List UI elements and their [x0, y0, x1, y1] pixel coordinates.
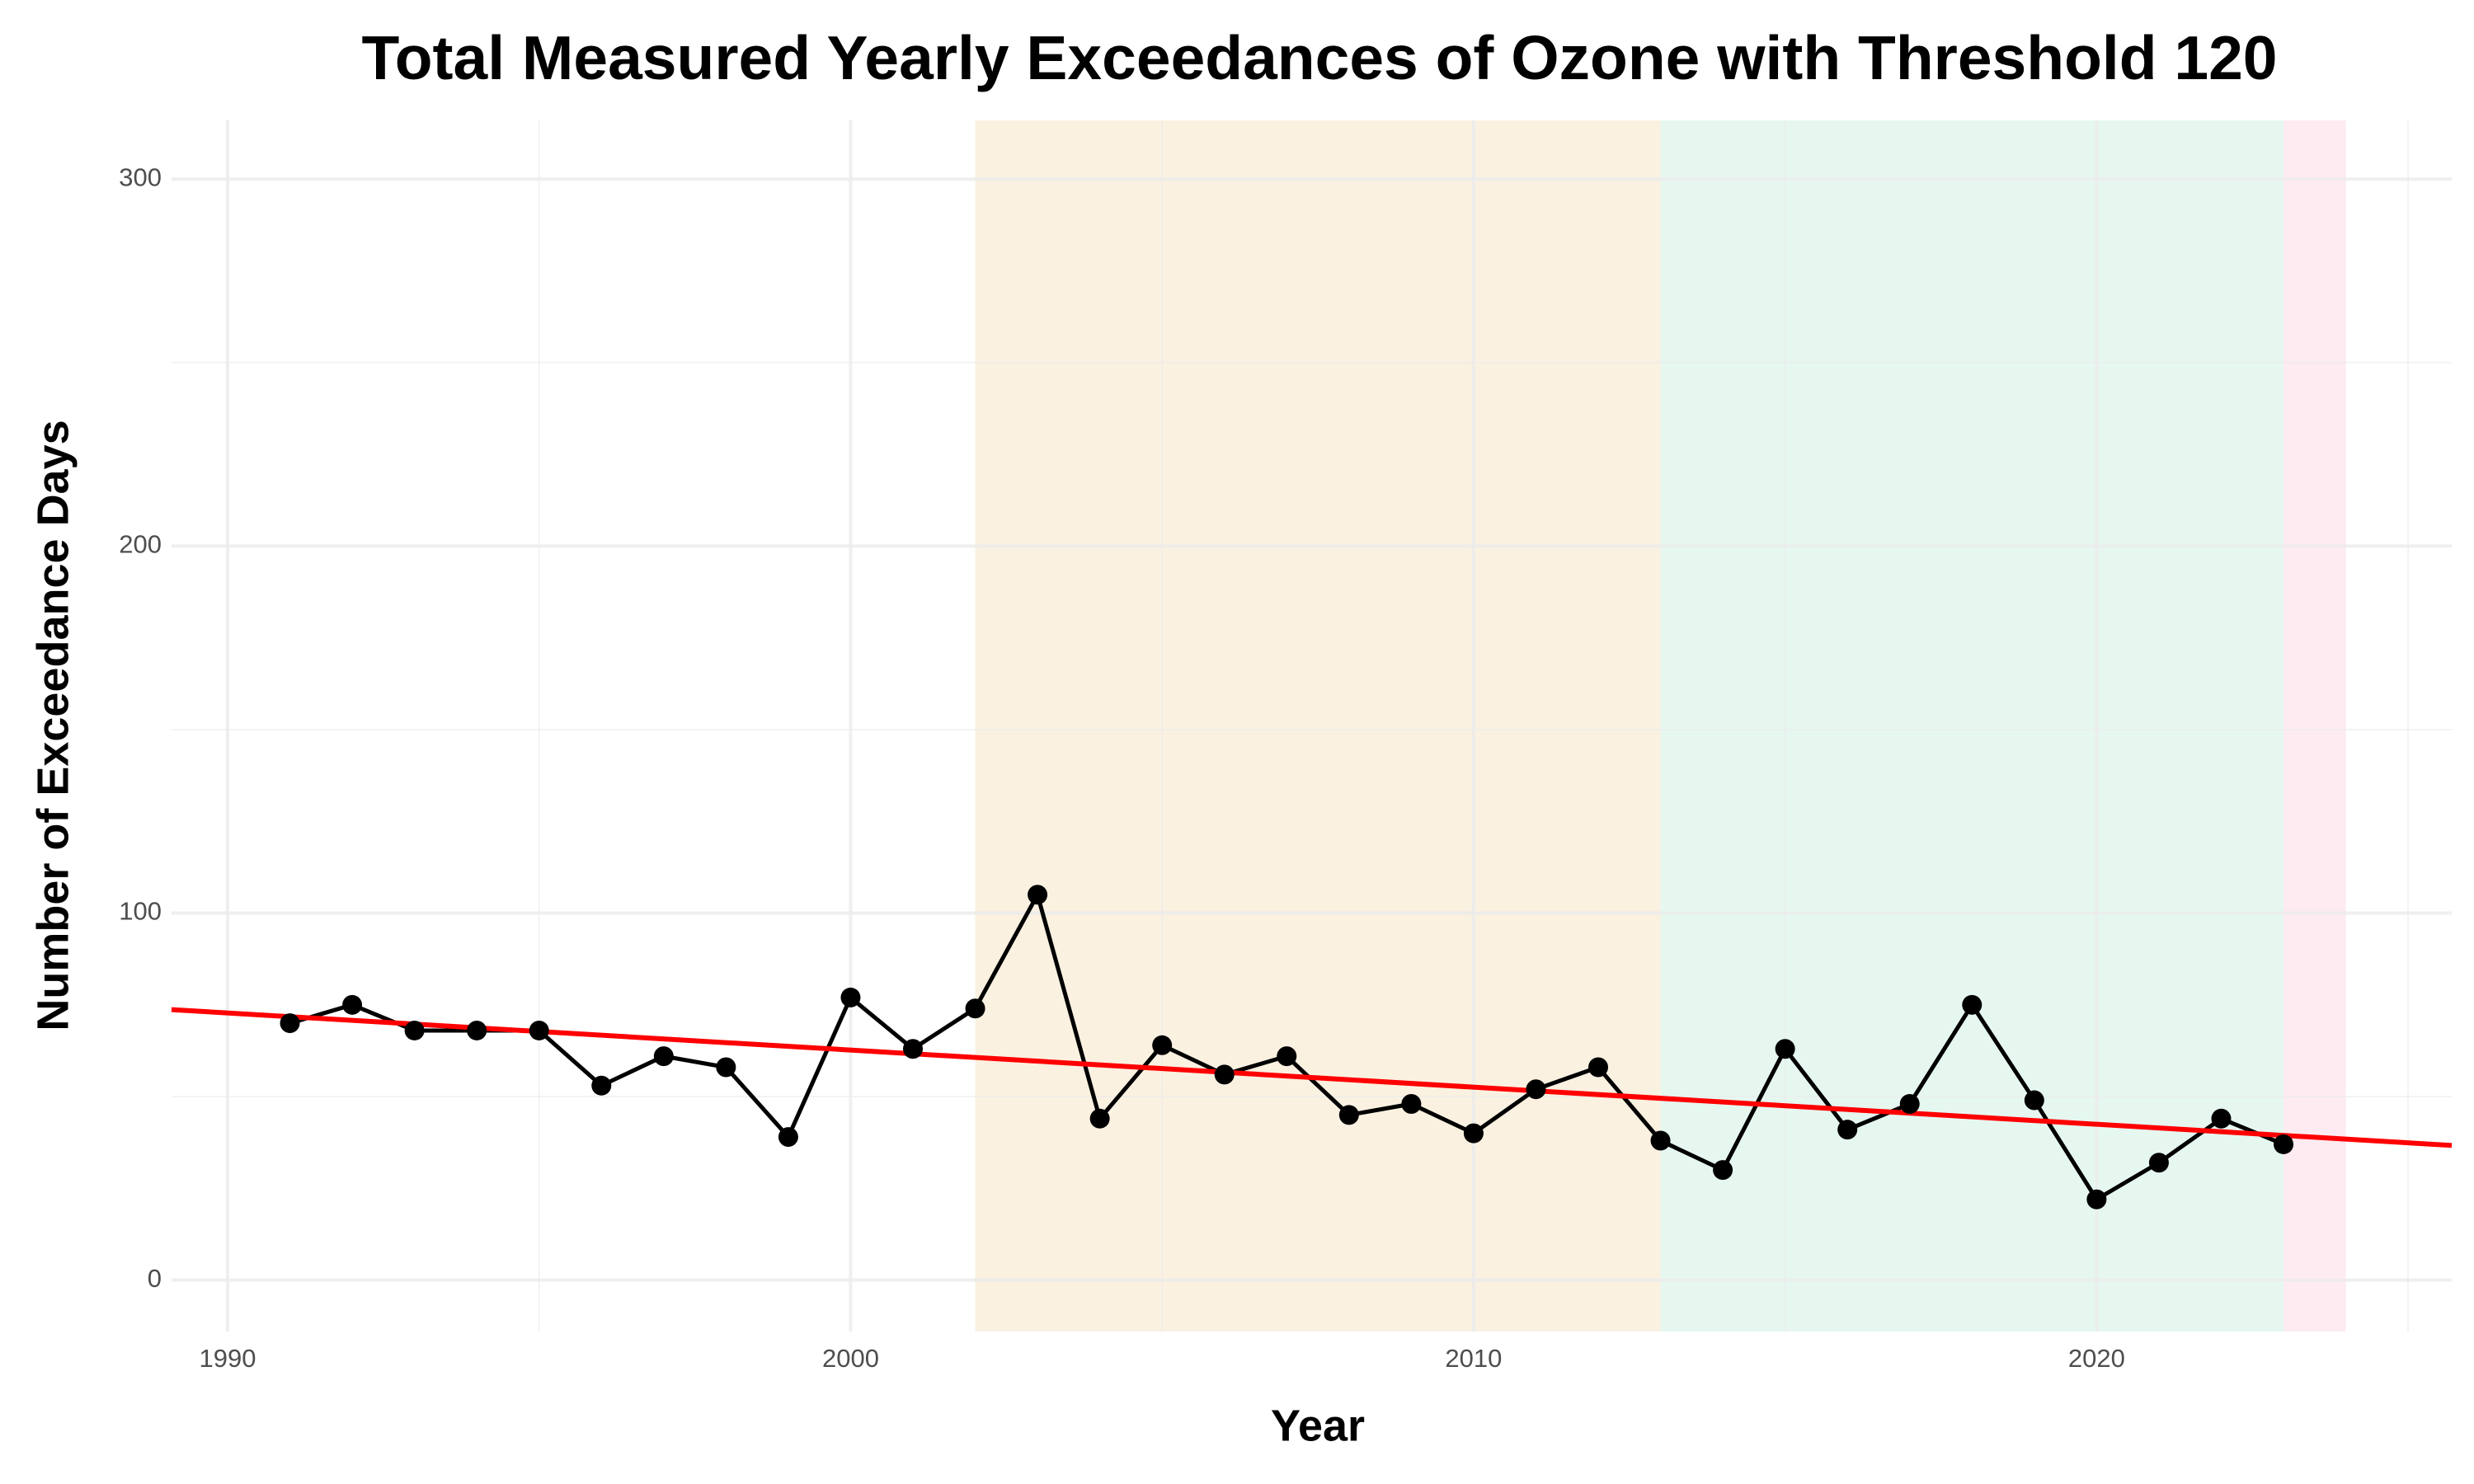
y-tick-label: 200 [119, 530, 162, 559]
y-tick-label: 0 [148, 1264, 162, 1293]
data-point [716, 1057, 736, 1078]
period-band [975, 120, 1661, 1331]
period-band [1660, 120, 2284, 1331]
data-point [1775, 1039, 1795, 1059]
trend-line [171, 1007, 2453, 1148]
data-point [965, 998, 985, 1019]
data-point [467, 1020, 487, 1040]
data-point [1837, 1120, 1858, 1140]
data-point [840, 987, 861, 1007]
data-point [2086, 1189, 2107, 1209]
data-point [1401, 1094, 1422, 1115]
data-point [1338, 1105, 1359, 1125]
x-tick-label: 2010 [1445, 1344, 1502, 1373]
y-axis-title: Number of Exceedance Days [28, 420, 78, 1031]
data-point [2211, 1108, 2232, 1129]
data-point [1028, 885, 1048, 905]
data-point [342, 994, 363, 1015]
data-point [1214, 1064, 1235, 1085]
x-axis-title: Year [1271, 1401, 1365, 1450]
data-point [1650, 1130, 1671, 1151]
data-point [1463, 1123, 1484, 1144]
data-point [653, 1046, 674, 1067]
data-point [1962, 994, 1982, 1015]
data-point [2274, 1134, 2294, 1154]
y-tick-label: 300 [119, 162, 162, 191]
data-point [1713, 1160, 1733, 1181]
y-tick-label: 100 [119, 897, 162, 926]
data-point [1277, 1046, 1297, 1067]
data-point [529, 1020, 549, 1040]
data-point [1152, 1035, 1173, 1055]
data-point [280, 1013, 300, 1034]
x-tick-label: 2000 [822, 1344, 879, 1373]
chart-title: Total Measured Yearly Exceedances of Ozo… [361, 23, 2277, 92]
data-point [1588, 1057, 1609, 1078]
data-point [778, 1127, 798, 1148]
x-tick-label: 1990 [200, 1344, 256, 1373]
data-point [1526, 1079, 1546, 1100]
data-point [404, 1020, 425, 1040]
data-point [2024, 1090, 2044, 1111]
data-point [2148, 1153, 2169, 1173]
data-point [591, 1075, 612, 1096]
x-tick-label: 2020 [2068, 1344, 2125, 1373]
data-point [1899, 1094, 1920, 1115]
period-band [2284, 120, 2346, 1331]
data-point [903, 1039, 924, 1059]
data-point [1089, 1108, 1110, 1129]
